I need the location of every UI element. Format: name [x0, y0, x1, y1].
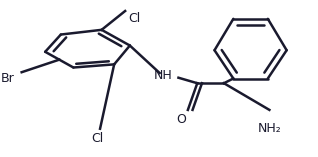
Text: NH₂: NH₂ — [258, 122, 281, 135]
Text: Cl: Cl — [128, 12, 141, 25]
Text: O: O — [177, 113, 187, 126]
Text: Br: Br — [1, 72, 14, 85]
Text: Cl: Cl — [91, 132, 103, 145]
Text: NH: NH — [153, 69, 172, 82]
